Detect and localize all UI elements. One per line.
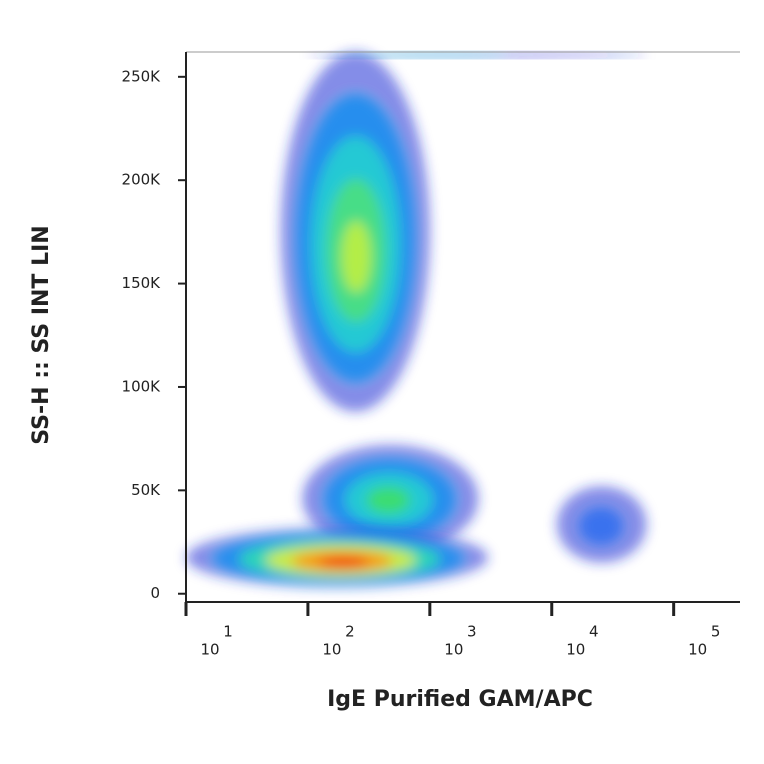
y-axis-title: SS-H :: SS INT LIN <box>29 225 54 444</box>
density-ring <box>366 486 411 514</box>
x-tick-label: 10 <box>444 641 463 659</box>
x-tick-exponent: 3 <box>467 623 477 641</box>
x-tick-label: 10 <box>688 641 707 659</box>
population <box>556 486 647 563</box>
density-ring <box>318 556 369 567</box>
y-tick-label: 250K <box>122 67 162 85</box>
y-tick-label: 50K <box>131 481 161 499</box>
x-tick-label: 10 <box>566 641 585 659</box>
population <box>280 52 430 412</box>
y-tick-label: 100K <box>122 377 162 395</box>
density-ring <box>578 506 624 546</box>
x-axis-title: IgE Purified GAM/APC <box>327 687 593 712</box>
density-ring <box>337 53 507 57</box>
population <box>302 444 479 553</box>
y-tick-label: 200K <box>122 171 162 189</box>
plot-area <box>186 52 647 588</box>
x-tick-exponent: 4 <box>589 623 599 641</box>
x-tick-label: 10 <box>322 641 341 659</box>
y-tick-label: 0 <box>150 584 160 602</box>
x-tick-exponent: 2 <box>345 623 355 641</box>
population <box>186 527 489 588</box>
x-tick-exponent: 5 <box>711 623 721 641</box>
x-tick-label: 10 <box>200 641 219 659</box>
density-ring <box>341 220 372 293</box>
x-tick-exponent: 1 <box>223 623 233 641</box>
population <box>307 52 647 59</box>
y-tick-label: 150K <box>122 274 162 292</box>
